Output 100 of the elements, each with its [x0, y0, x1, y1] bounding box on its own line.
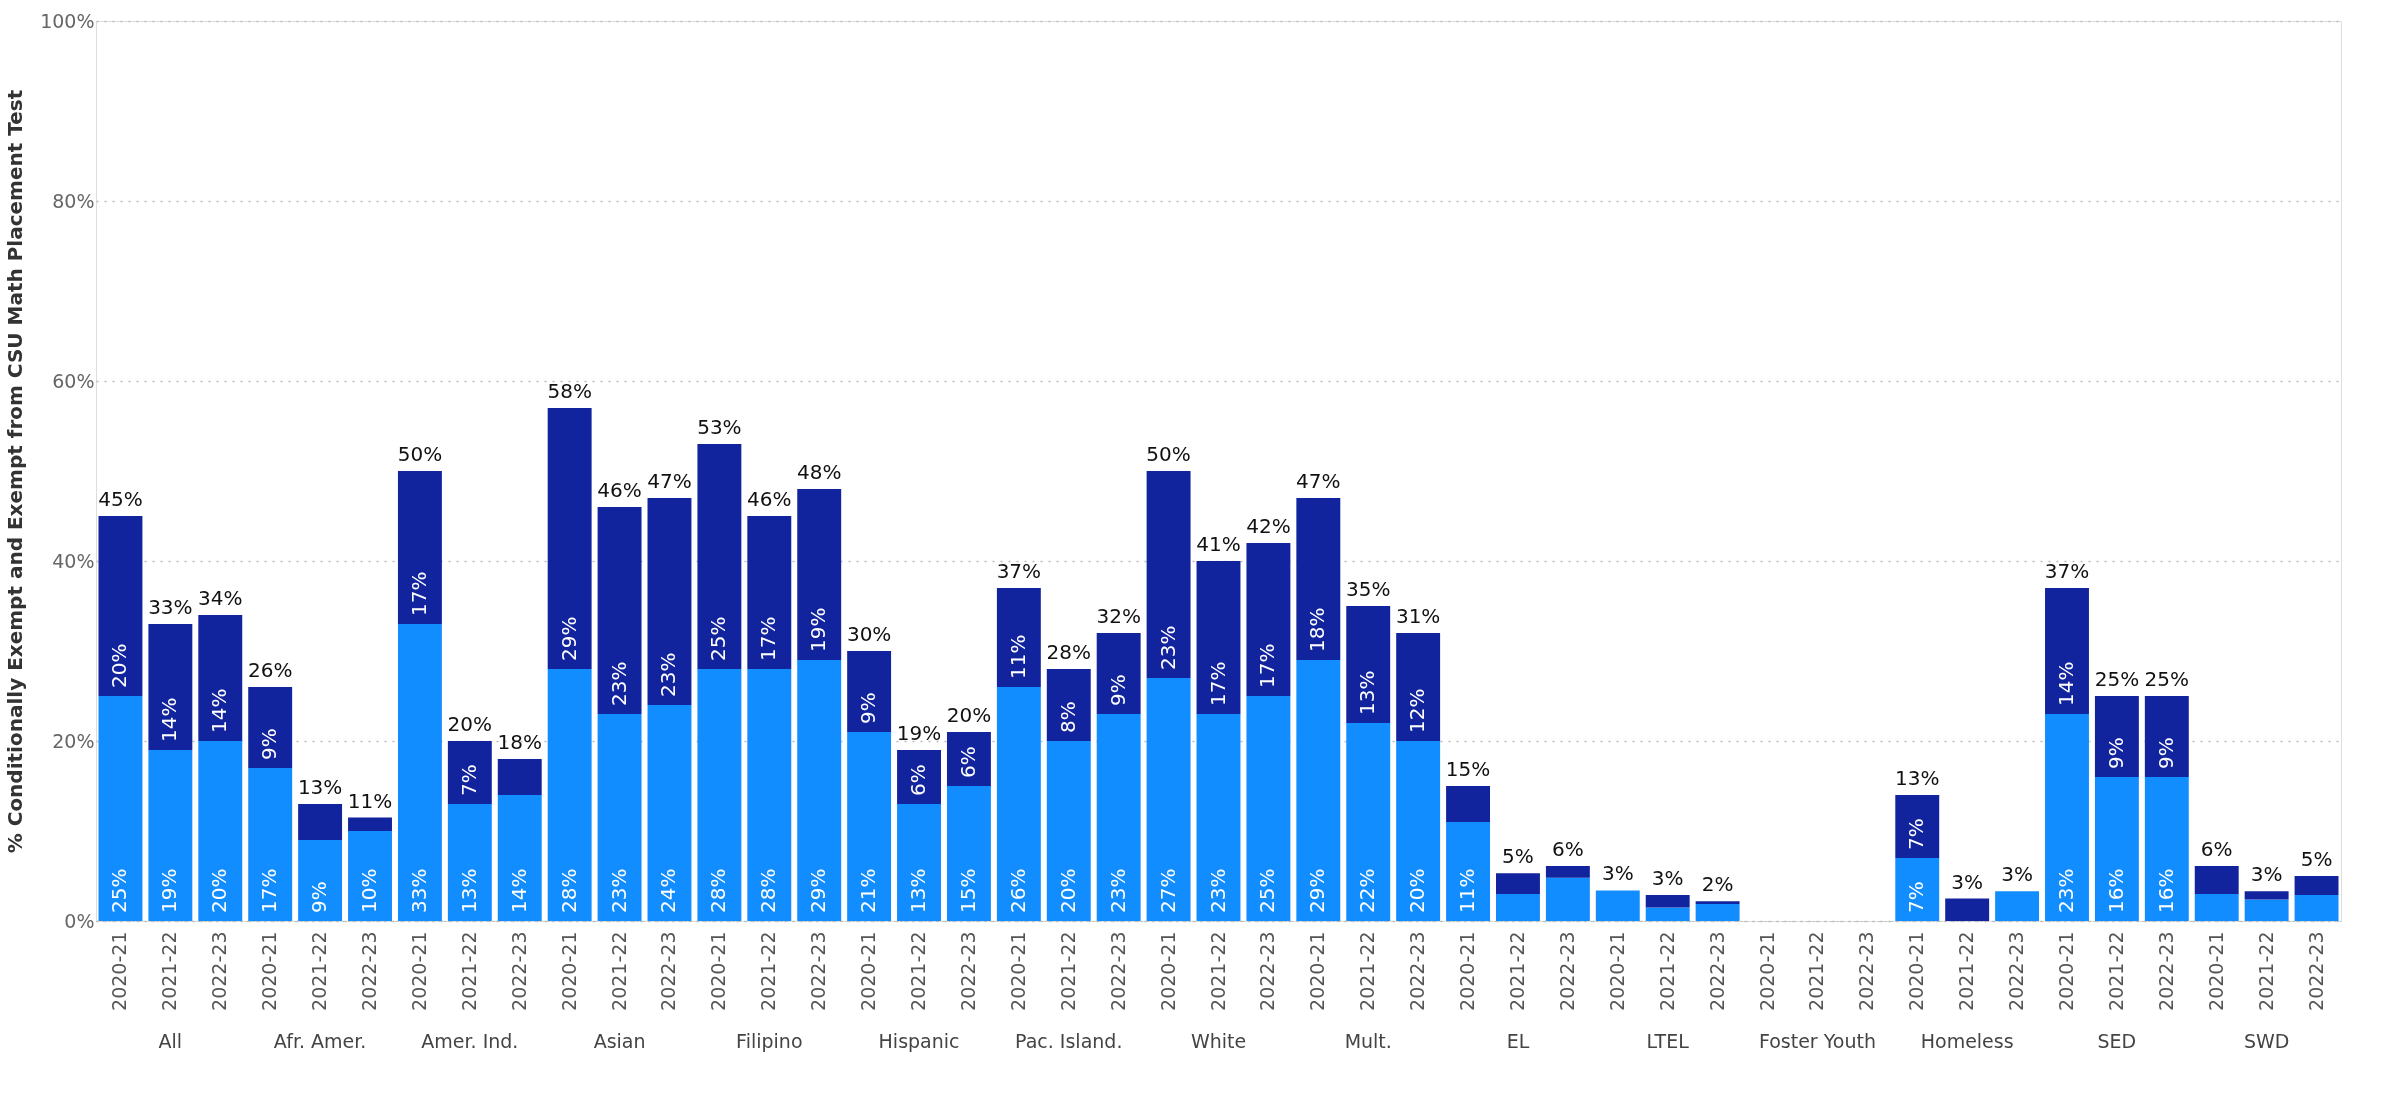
bar [2244, 899, 2289, 921]
x-tick-label: 2020-21 [1605, 931, 1628, 1011]
data-label: 9% [1105, 674, 1130, 706]
x-tick-label: 2021-22 [1056, 931, 1079, 1011]
data-label: 23% [1155, 625, 1180, 670]
bar [647, 705, 692, 921]
bar [2094, 777, 2139, 921]
bar [1396, 633, 1441, 741]
data-label: 20% [1405, 868, 1430, 913]
x-tick-label: 2022-23 [1555, 931, 1578, 1011]
total-label: 13% [297, 775, 343, 799]
data-label: 23% [606, 868, 631, 913]
data-label: 9% [2153, 737, 2178, 769]
bar [348, 831, 392, 921]
y-tick-label: 100% [40, 9, 95, 32]
bar [2094, 696, 2139, 777]
text: Asian [593, 1030, 646, 1052]
x-tick-label: 2022-23 [1256, 931, 1279, 1011]
total-label: 13% [1895, 766, 1940, 790]
text: Mult. [1344, 1030, 1392, 1052]
x-tick-label: 2021-22 [1955, 931, 1978, 1011]
total-label: 2% [1701, 872, 1734, 897]
x-tick-label: 2020-21 [407, 931, 430, 1011]
data-label: 21% [856, 868, 881, 913]
bar [447, 804, 492, 921]
total-label: 30% [846, 622, 892, 646]
data-label: 28% [556, 868, 581, 913]
bar [1196, 714, 1241, 921]
total-label: 37% [2044, 559, 2090, 583]
data-label: 10% [357, 868, 382, 913]
total-label: 32% [1096, 604, 1141, 628]
bar [248, 768, 293, 921]
total-label: 45% [98, 487, 143, 511]
total-label: 50% [1146, 442, 1191, 466]
x-tick-label: 2021-22 [1206, 931, 1229, 1011]
x-tick-label: 2022-23 [657, 931, 680, 1011]
bar [1895, 795, 1940, 858]
total-label: 37% [996, 559, 1042, 583]
bar [2144, 777, 2189, 921]
bar [1196, 561, 1241, 714]
text: Pac. Island. [1015, 1030, 1123, 1052]
bar [1595, 890, 1640, 921]
y-tick-label: 60% [52, 369, 95, 392]
bar [1096, 714, 1141, 921]
x-tick-label: 2022-23 [1705, 931, 1728, 1011]
bar [1545, 866, 1590, 878]
bar [797, 660, 842, 921]
total-label: 34% [198, 586, 243, 610]
text: Afr. Amer. [273, 1030, 367, 1052]
bar [148, 624, 193, 750]
total-label: 6% [2200, 837, 2233, 862]
total-label: 48% [796, 460, 842, 484]
data-label: 13% [906, 868, 931, 913]
text: Filipino [736, 1030, 803, 1052]
data-label: 23% [1205, 868, 1230, 913]
x-tick-label: 2021-22 [1805, 931, 1828, 1011]
x-tick-label: 2021-22 [2254, 931, 2277, 1011]
total-label: 47% [647, 469, 692, 493]
bar [946, 732, 991, 786]
data-label: 9% [2103, 737, 2128, 769]
total-label: 33% [148, 595, 193, 619]
data-label: 17% [1255, 643, 1280, 688]
bar [847, 732, 892, 921]
bar [547, 669, 592, 921]
data-label: 20% [107, 643, 132, 688]
x-tick-label: 2022-23 [2304, 931, 2327, 1011]
text: Hispanic [878, 1030, 960, 1052]
bar [897, 804, 941, 921]
x-tick-label: 2020-21 [1306, 931, 1329, 1011]
bar [2045, 714, 2089, 921]
bar [148, 750, 193, 921]
bar [397, 624, 442, 921]
data-label: 17% [756, 616, 781, 661]
data-label: 25% [107, 868, 132, 913]
bar [298, 804, 343, 840]
data-label: 24% [656, 868, 681, 913]
bar [747, 516, 792, 669]
bar [397, 471, 442, 624]
bar [847, 651, 892, 732]
data-label: 9% [856, 692, 881, 724]
bar [1695, 901, 1740, 904]
x-tick-label: 2022-23 [2154, 931, 2177, 1011]
bar [597, 507, 642, 714]
data-label: 19% [157, 868, 182, 913]
data-label: 29% [806, 868, 831, 913]
total-label: 26% [247, 658, 293, 682]
bar [1945, 898, 1990, 921]
bar [747, 669, 792, 921]
data-label: 23% [2053, 868, 2078, 913]
x-tick-label: 2021-22 [457, 931, 480, 1011]
data-label: 29% [1305, 868, 1330, 913]
bar [198, 615, 243, 741]
data-label: 6% [955, 746, 980, 778]
total-label: 20% [447, 712, 493, 736]
bar [497, 795, 542, 921]
x-tick-label: 2022-23 [1855, 931, 1878, 1011]
total-label: 42% [1246, 514, 1291, 538]
bar [1995, 891, 2040, 921]
text: White [1190, 1030, 1247, 1052]
bar [1396, 741, 1441, 921]
